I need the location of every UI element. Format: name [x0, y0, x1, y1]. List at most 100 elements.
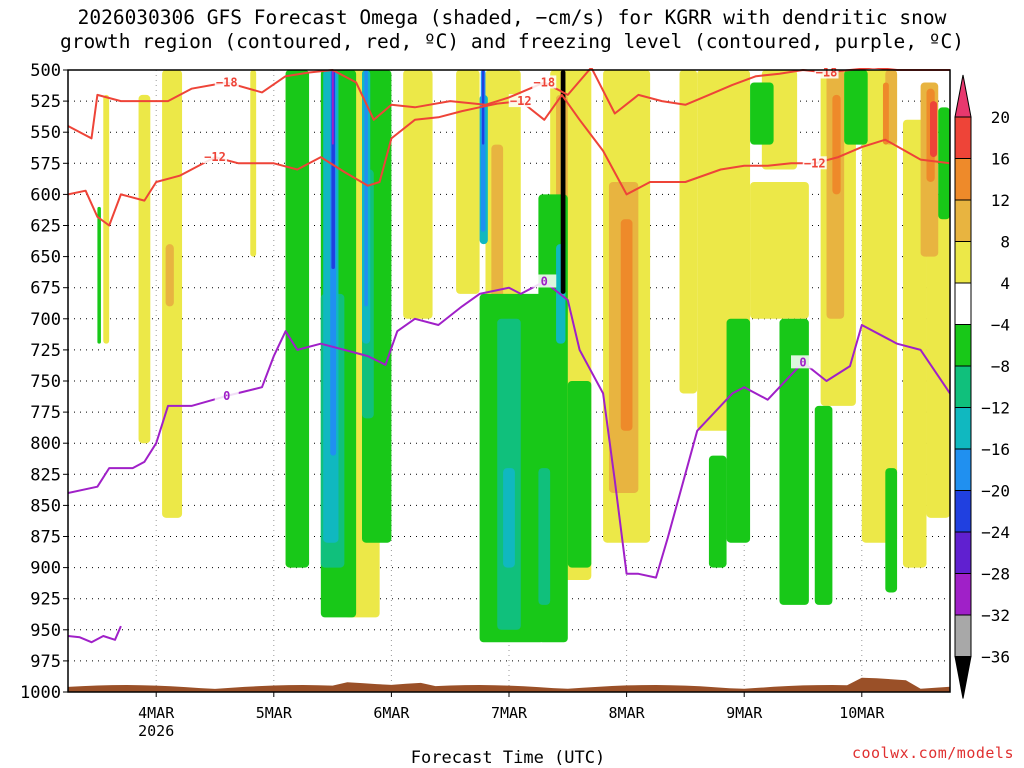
contour-label: −18 [216, 75, 238, 89]
contour-label-bg [214, 388, 239, 402]
y-tick-label: 525 [30, 92, 61, 112]
contour-label: 0 [223, 389, 230, 403]
colorbar-label: −16 [981, 440, 1010, 459]
shade-descent-weak [97, 206, 101, 344]
shade-ascent-weak [403, 70, 433, 319]
shade-ascent-strong [620, 219, 633, 431]
contour-label: −12 [510, 94, 532, 108]
y-tick-label: 825 [30, 465, 61, 485]
shade-ascent-max [930, 101, 938, 158]
x-tick-label: 9MAR [726, 704, 763, 722]
colorbar-label: −24 [981, 523, 1010, 542]
colorbar-label: −20 [981, 482, 1010, 501]
surface-terrain [68, 677, 950, 692]
contour-label: −12 [804, 156, 826, 170]
colorbar-label: −28 [981, 565, 1010, 584]
colorbar-label: −32 [981, 606, 1010, 625]
y-tick-label: 575 [30, 154, 61, 174]
x-tick-label: 5MAR [256, 704, 293, 722]
shade-ascent-weak [138, 94, 151, 444]
axis-layer: 500 525 550 575 600 625 650 675 700 725 750 775 800 8… [20, 61, 951, 740]
colorbar-label: 4 [1000, 274, 1010, 293]
shade-descent-strong [503, 468, 515, 568]
colorbar-swatch [954, 158, 972, 201]
x-tick-label: 6MAR [373, 704, 410, 722]
colorbar-label: 16 [991, 150, 1010, 169]
shade-descent-weak [750, 82, 774, 145]
contour-label: −12 [204, 150, 226, 164]
contour-label: 0 [799, 355, 806, 369]
colorbar-swatch [954, 490, 972, 533]
contour-line-3 [68, 625, 122, 644]
colorbar-swatch [954, 407, 972, 450]
shade-descent-weak [567, 381, 592, 568]
colorbar-label: 20 [991, 108, 1010, 127]
shade-descent-weak [779, 318, 809, 605]
colorbar: 20 16 12 8 4 −4 −8 −12 −16 −20 −24 −28 −32 −36 [954, 74, 1010, 699]
y-tick-label: 850 [30, 496, 61, 516]
shade-descent-vstrong [364, 70, 368, 307]
colorbar-swatch [954, 448, 972, 491]
contour-label-bg [532, 274, 557, 288]
colorbar-swatch [954, 531, 972, 574]
y-tick-label: 900 [30, 559, 61, 579]
shade-descent-weak [726, 318, 751, 543]
y-tick-label: 750 [30, 372, 61, 392]
y-tick-label: 925 [30, 590, 61, 610]
colorbar-label: 12 [991, 191, 1010, 210]
shade-descent-weak [814, 405, 833, 605]
shade-descent-max [560, 70, 566, 294]
shade-ascent-strong [832, 94, 841, 195]
contour-label: −18 [533, 75, 555, 89]
contour-label-bg [508, 94, 533, 108]
colorbar-swatch [954, 282, 972, 325]
colorbar-label: −12 [981, 399, 1010, 418]
y-tick-label: 700 [30, 310, 61, 330]
colorbar-swatch [954, 324, 972, 367]
colorbar-swatch [954, 614, 972, 657]
y-tick-label: 800 [30, 434, 61, 454]
colorbar-label: −8 [991, 357, 1010, 376]
colorbar-swatch [954, 241, 972, 284]
credit-text: coolwx.com/models [851, 744, 1014, 762]
shade-ascent-strong [882, 82, 889, 145]
shade-descent-extreme [332, 70, 334, 145]
title-line-1: 2026030306 GFS Forecast Omega (shaded, −… [77, 6, 947, 29]
chart-title: 2026030306 GFS Forecast Omega (shaded, −… [0, 6, 1024, 54]
contour-label-bg [532, 75, 557, 89]
x-axis-label: Forecast Time (UTC) [411, 748, 605, 768]
shade-descent-weak [285, 70, 310, 568]
contour-line-0 [68, 93, 950, 227]
contour-label-bg [214, 75, 239, 89]
shade-ascent-weak [103, 94, 110, 344]
y-tick-label: 975 [30, 652, 61, 672]
x-tick-label: 8MAR [609, 704, 646, 722]
colorbar-swatch [954, 365, 972, 408]
shade-descent-weak [708, 455, 727, 568]
shade-ascent-weak [861, 70, 898, 543]
y-tick-label: 675 [30, 279, 61, 299]
y-tick-label: 1000 [20, 683, 61, 703]
y-tick-label: 600 [30, 185, 61, 205]
omega-shading [97, 70, 950, 643]
shade-ascent-moderate [491, 144, 504, 319]
contour-label-bg [791, 355, 815, 369]
title-line-2: growth region (contoured, red, ºC) and f… [60, 30, 964, 53]
terrain-band [68, 677, 950, 692]
colorbar-label: 8 [1000, 233, 1010, 252]
shade-ascent-weak [750, 181, 809, 319]
contour-label-bg [802, 156, 827, 170]
shade-ascent-weak [926, 194, 950, 518]
shade-ascent-weak [679, 70, 698, 394]
shade-descent-weak [885, 468, 898, 593]
colorbar-swatch [954, 199, 972, 242]
shade-descent-moderate [538, 468, 551, 605]
shade-ascent-moderate [165, 244, 174, 307]
colorbar-bottom-arrow [954, 656, 972, 699]
y-tick-label: 500 [30, 61, 61, 81]
y-tick-label: 550 [30, 123, 61, 143]
contour-label: 0 [541, 274, 548, 288]
contour-label-bg [814, 68, 839, 79]
